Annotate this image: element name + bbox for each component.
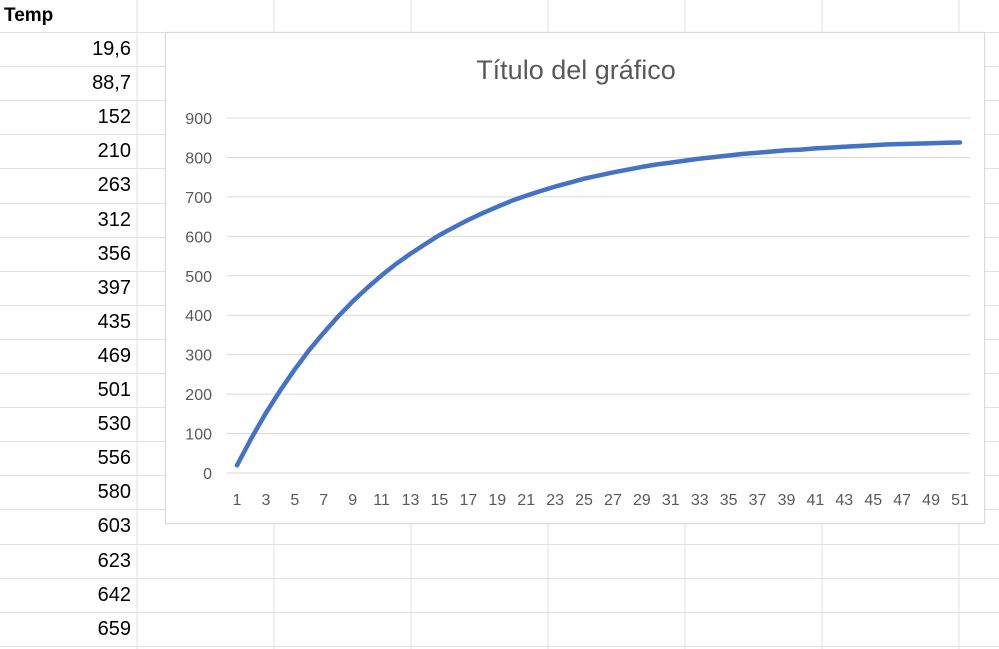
x-tick-label: 15 [431, 492, 449, 509]
chart-title[interactable]: Título del gráfico [476, 55, 676, 85]
y-tick-label: 100 [185, 427, 212, 444]
y-tick-label: 800 [185, 150, 212, 167]
x-tick-label: 5 [290, 492, 299, 509]
x-tick-label: 35 [720, 492, 738, 509]
x-tick-label: 41 [807, 492, 825, 509]
temp-cell[interactable]: 659 [97, 617, 131, 640]
temp-cell[interactable]: 210 [97, 140, 131, 163]
x-tick-label: 3 [261, 492, 270, 509]
y-tick-label: 400 [185, 308, 212, 325]
y-tick-label: 700 [185, 190, 212, 207]
x-tick-label: 25 [575, 492, 593, 509]
temp-cell[interactable]: 603 [97, 515, 131, 538]
x-tick-label: 23 [546, 492, 564, 509]
x-tick-label: 27 [604, 492, 622, 509]
x-tick-label: 45 [864, 492, 882, 509]
x-tick-label: 51 [951, 492, 969, 509]
temp-cell[interactable]: 580 [97, 481, 131, 504]
y-tick-label: 900 [185, 111, 212, 128]
y-tick-label: 200 [185, 387, 212, 404]
temp-cell[interactable]: 642 [97, 583, 131, 606]
temp-cell[interactable]: 152 [97, 106, 131, 129]
x-tick-label: 17 [459, 492, 477, 509]
x-tick-label: 1 [233, 492, 242, 509]
column-header-temp[interactable]: Temp [4, 5, 54, 26]
x-tick-label: 29 [633, 492, 651, 509]
series-line[interactable] [234, 140, 963, 468]
temp-cell[interactable]: 356 [97, 242, 131, 265]
temp-cell[interactable]: 469 [97, 344, 131, 367]
temp-cell[interactable]: 312 [97, 208, 131, 231]
chart-area[interactable]: 0 100 200 300 400 500 600 700 800 900 1 3 5 7 9 11 13 15 1… [165, 32, 985, 524]
x-tick-label: 19 [488, 492, 506, 509]
x-tick-label: 43 [835, 492, 853, 509]
x-tick-label: 37 [749, 492, 767, 509]
temp-cell[interactable]: 397 [97, 276, 131, 299]
temp-cell[interactable]: 556 [97, 447, 131, 470]
y-tick-label: 0 [203, 466, 212, 483]
x-tick-label: 9 [348, 492, 357, 509]
x-tick-label: 7 [319, 492, 328, 509]
y-tick-label: 300 [185, 348, 212, 365]
x-tick-label: 31 [662, 492, 680, 509]
x-tick-label: 33 [691, 492, 709, 509]
temp-cell[interactable]: 263 [97, 174, 131, 197]
y-tick-label: 500 [185, 269, 212, 286]
x-tick-label: 21 [517, 492, 535, 509]
x-tick-label: 47 [893, 492, 911, 509]
x-tick-label: 39 [778, 492, 796, 509]
temp-cell[interactable]: 19,6 [92, 38, 131, 60]
x-tick-label: 11 [373, 492, 390, 509]
temp-cell[interactable]: 623 [97, 549, 131, 572]
temp-cell[interactable]: 501 [97, 379, 131, 401]
temp-cell[interactable]: 530 [97, 413, 131, 436]
y-tick-label: 600 [185, 229, 212, 246]
temp-cell[interactable]: 88,7 [92, 72, 131, 95]
x-tick-label: 13 [402, 492, 420, 509]
temp-cell[interactable]: 435 [97, 310, 131, 333]
x-tick-label: 49 [922, 492, 940, 509]
